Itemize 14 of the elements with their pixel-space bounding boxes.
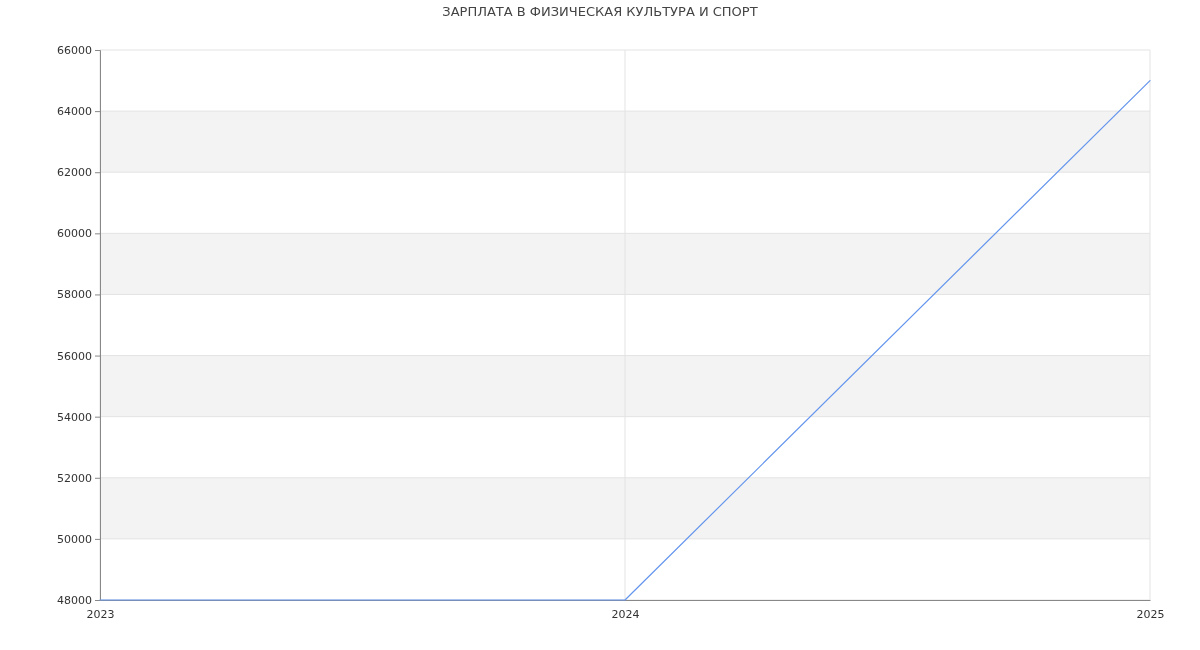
y-tick-label: 56000 <box>57 349 92 363</box>
y-tick-label: 66000 <box>57 44 92 58</box>
y-tick-label: 58000 <box>57 288 92 302</box>
y-tick-label: 48000 <box>57 594 92 608</box>
x-tick-label: 2023 <box>86 607 115 621</box>
y-tick-label: 64000 <box>57 105 92 119</box>
x-tick-label: 2025 <box>1136 607 1165 621</box>
y-tick-label: 60000 <box>57 227 92 241</box>
y-tick-label: 54000 <box>57 410 92 424</box>
chart-title: ЗАРПЛАТА В ФИЗИЧЕСКАЯ КУЛЬТУРА И СПОРТ <box>442 4 758 19</box>
y-tick-label: 52000 <box>57 471 92 485</box>
y-tick-label: 50000 <box>57 532 92 546</box>
y-tick-label: 62000 <box>57 166 92 180</box>
x-tick-label: 2024 <box>611 607 640 621</box>
